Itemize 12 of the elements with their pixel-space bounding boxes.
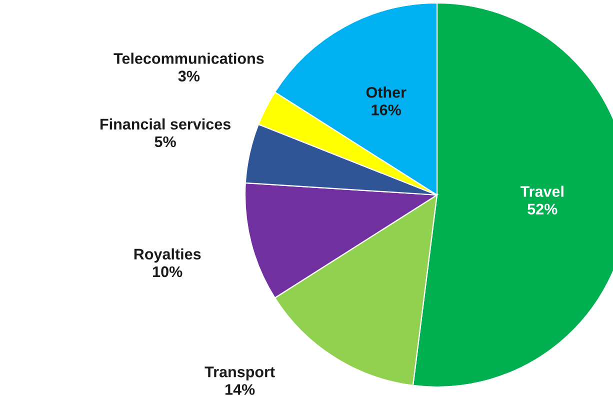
data-label: 14% [226,384,255,395]
data-label: 10% [153,266,182,278]
slice-label: Transport [204,366,275,380]
slice-label: Other [366,86,406,98]
data-label: 3% [178,70,200,82]
slice-label: Telecommunications [114,52,264,64]
slice-label: Financial services [100,118,230,130]
data-label: 52% [528,204,558,215]
slice-label: Royalties [134,248,201,263]
slice-label: Travel [520,186,564,197]
data-label: 16% [372,104,402,116]
data-label: 5% [154,136,176,148]
